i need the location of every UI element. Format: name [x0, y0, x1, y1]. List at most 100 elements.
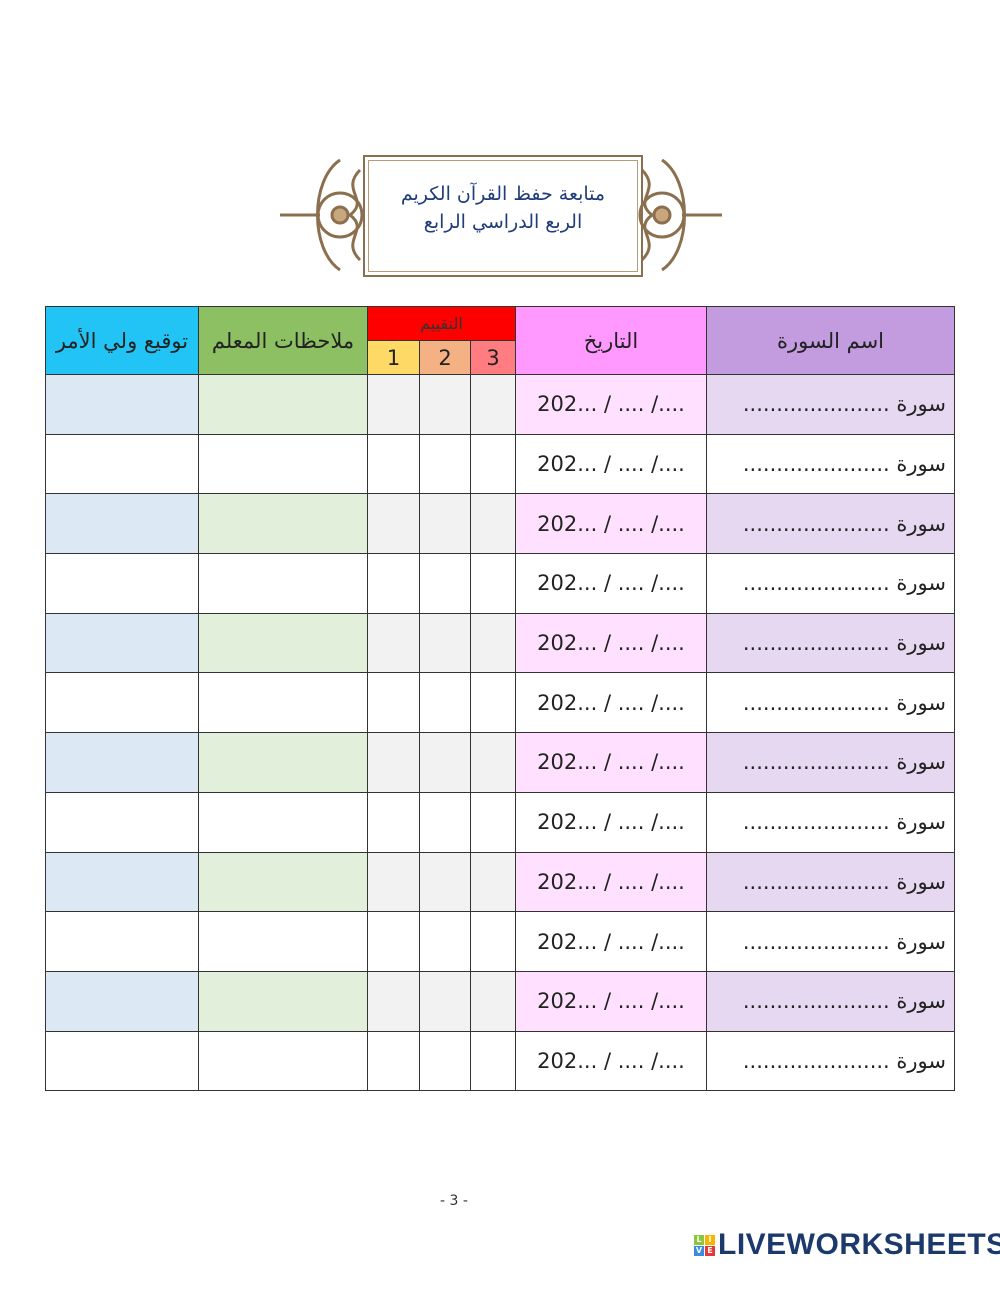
rating-1-cell[interactable] — [367, 672, 420, 734]
rating-2-cell[interactable] — [419, 851, 471, 913]
header-notes: ملاحظات المعلم — [198, 306, 368, 375]
rating-2-cell[interactable] — [419, 672, 471, 734]
date-cell[interactable]: 202... / .... /.... — [515, 1030, 707, 1092]
sura-cell[interactable]: سورة ...................... — [706, 433, 955, 495]
ornament-left-icon — [280, 158, 364, 272]
page-number: - 3 - — [440, 1193, 468, 1209]
rating-3-cell[interactable] — [470, 732, 516, 793]
signature-cell[interactable] — [45, 374, 199, 435]
sura-cell[interactable]: سورة ...................... — [706, 851, 955, 913]
rating-1-cell[interactable] — [367, 732, 420, 793]
notes-cell[interactable] — [198, 433, 368, 495]
notes-cell[interactable] — [198, 374, 368, 435]
signature-cell[interactable] — [45, 672, 199, 734]
rating-1-cell[interactable] — [367, 374, 420, 435]
rating-2-cell[interactable] — [419, 433, 471, 495]
table-row: 202... / .... /.... سورة ................… — [45, 493, 955, 555]
notes-cell[interactable] — [198, 911, 368, 972]
date-cell[interactable]: 202... / .... /.... — [515, 851, 707, 913]
sura-cell[interactable]: سورة ...................... — [706, 970, 955, 1032]
rating-3-cell[interactable] — [470, 851, 516, 913]
signature-cell[interactable] — [45, 433, 199, 495]
header-sura: اسم السورة — [706, 306, 955, 375]
table-row: 202... / .... /.... سورة ................… — [45, 672, 955, 734]
header-rating-3: 3 — [470, 340, 516, 375]
rating-3-cell[interactable] — [470, 672, 516, 734]
table-row: 202... / .... /.... سورة ................… — [45, 970, 955, 1032]
sura-cell[interactable]: سورة ...................... — [706, 672, 955, 734]
rating-3-cell[interactable] — [470, 791, 516, 853]
rating-2-cell[interactable] — [419, 970, 471, 1032]
sura-cell[interactable]: سورة ...................... — [706, 791, 955, 853]
signature-cell[interactable] — [45, 493, 199, 555]
rating-2-cell[interactable] — [419, 374, 471, 435]
signature-cell[interactable] — [45, 911, 199, 972]
rating-2-cell[interactable] — [419, 911, 471, 972]
date-cell[interactable]: 202... / .... /.... — [515, 911, 707, 972]
notes-cell[interactable] — [198, 553, 368, 614]
date-cell[interactable]: 202... / .... /.... — [515, 791, 707, 853]
rating-1-cell[interactable] — [367, 612, 420, 674]
date-cell[interactable]: 202... / .... /.... — [515, 553, 707, 614]
sura-cell[interactable]: سورة ...................... — [706, 374, 955, 435]
date-cell[interactable]: 202... / .... /.... — [515, 612, 707, 674]
rating-2-cell[interactable] — [419, 493, 471, 555]
notes-cell[interactable] — [198, 732, 368, 793]
rating-3-cell[interactable] — [470, 612, 516, 674]
notes-cell[interactable] — [198, 493, 368, 555]
rating-1-cell[interactable] — [367, 553, 420, 614]
rating-1-cell[interactable] — [367, 970, 420, 1032]
date-cell[interactable]: 202... / .... /.... — [515, 970, 707, 1032]
sura-cell[interactable]: سورة ...................... — [706, 911, 955, 972]
rating-3-cell[interactable] — [470, 374, 516, 435]
rating-2-cell[interactable] — [419, 612, 471, 674]
rating-3-cell[interactable] — [470, 911, 516, 972]
sura-cell[interactable]: سورة ...................... — [706, 732, 955, 793]
rating-3-cell[interactable] — [470, 970, 516, 1032]
sura-cell[interactable]: سورة ...................... — [706, 493, 955, 555]
signature-cell[interactable] — [45, 553, 199, 614]
rating-1-cell[interactable] — [367, 493, 420, 555]
header-date: التاريخ — [515, 306, 707, 375]
date-cell[interactable]: 202... / .... /.... — [515, 672, 707, 734]
signature-cell[interactable] — [45, 851, 199, 913]
header-signature: توقيع ولي الأمر — [45, 306, 199, 375]
date-cell[interactable]: 202... / .... /.... — [515, 493, 707, 555]
sura-cell[interactable]: سورة ...................... — [706, 1030, 955, 1092]
notes-cell[interactable] — [198, 970, 368, 1032]
notes-cell[interactable] — [198, 1030, 368, 1092]
date-cell[interactable]: 202... / .... /.... — [515, 374, 707, 435]
rating-2-cell[interactable] — [419, 732, 471, 793]
date-cell[interactable]: 202... / .... /.... — [515, 732, 707, 793]
signature-cell[interactable] — [45, 791, 199, 853]
signature-cell[interactable] — [45, 732, 199, 793]
rating-2-cell[interactable] — [419, 553, 471, 614]
rating-3-cell[interactable] — [470, 493, 516, 555]
rating-2-cell[interactable] — [419, 791, 471, 853]
rating-1-cell[interactable] — [367, 851, 420, 913]
rating-1-cell[interactable] — [367, 433, 420, 495]
rating-3-cell[interactable] — [470, 1030, 516, 1092]
signature-cell[interactable] — [45, 1030, 199, 1092]
signature-cell[interactable] — [45, 970, 199, 1032]
sura-cell[interactable]: سورة ...................... — [706, 553, 955, 614]
rating-1-cell[interactable] — [367, 791, 420, 853]
notes-cell[interactable] — [198, 791, 368, 853]
notes-cell[interactable] — [198, 672, 368, 734]
table-row: 202... / .... /.... سورة ................… — [45, 791, 955, 853]
banner-title: متابعة حفظ القرآن الكريم الربع الدراسي ا… — [363, 180, 643, 236]
sura-cell[interactable]: سورة ...................... — [706, 612, 955, 674]
rating-3-cell[interactable] — [470, 433, 516, 495]
table-row: 202... / .... /.... سورة ................… — [45, 612, 955, 674]
signature-cell[interactable] — [45, 612, 199, 674]
rating-2-cell[interactable] — [419, 1030, 471, 1092]
rating-1-cell[interactable] — [367, 911, 420, 972]
title-line-2: الربع الدراسي الرابع — [423, 211, 583, 233]
rating-1-cell[interactable] — [367, 1030, 420, 1092]
notes-cell[interactable] — [198, 851, 368, 913]
notes-cell[interactable] — [198, 612, 368, 674]
table-row: 202... / .... /.... سورة ................… — [45, 732, 955, 793]
rating-3-cell[interactable] — [470, 553, 516, 614]
date-cell[interactable]: 202... / .... /.... — [515, 433, 707, 495]
